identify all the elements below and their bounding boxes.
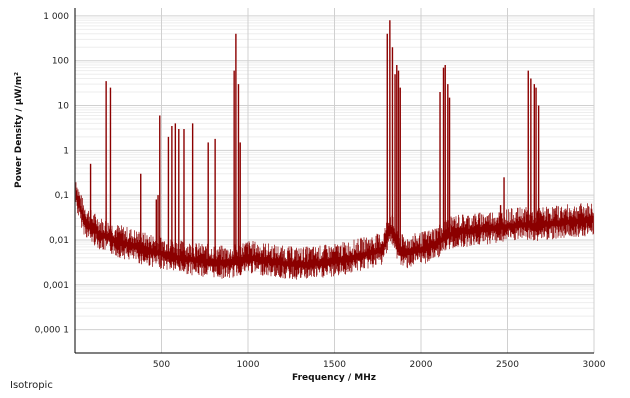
- y-tick-label: 0,1: [55, 191, 69, 201]
- x-tick-label: 500: [153, 360, 170, 370]
- x-tick-label: 1500: [323, 360, 346, 370]
- x-axis-label: Frequency / MHz: [292, 373, 376, 383]
- x-tick-label: 2000: [410, 360, 433, 370]
- series-layer: [75, 20, 594, 280]
- y-tick-label: 10: [58, 102, 70, 112]
- y-tick-label: 100: [52, 57, 69, 67]
- y-tick-label: 1 000: [43, 12, 69, 22]
- y-tick-label: 1: [63, 146, 69, 156]
- y-tick-label: 0,01: [49, 236, 69, 246]
- y-tick-label: 0,000 1: [35, 326, 69, 336]
- x-tick-label: 3000: [583, 360, 606, 370]
- x-tick-label: 2500: [496, 360, 519, 370]
- y-axis-label: Power Density / µW/m²: [14, 72, 24, 188]
- x-ticks: 500 1000 1500 2000 2500 3000: [153, 360, 606, 370]
- x-tick-label: 1000: [237, 360, 260, 370]
- footer-label: Isotropic: [10, 380, 53, 391]
- y-ticks: 1 000 100 10 1 0,1 0,01 0,001 0,000 1: [35, 12, 70, 336]
- y-tick-label: 0,001: [43, 281, 69, 291]
